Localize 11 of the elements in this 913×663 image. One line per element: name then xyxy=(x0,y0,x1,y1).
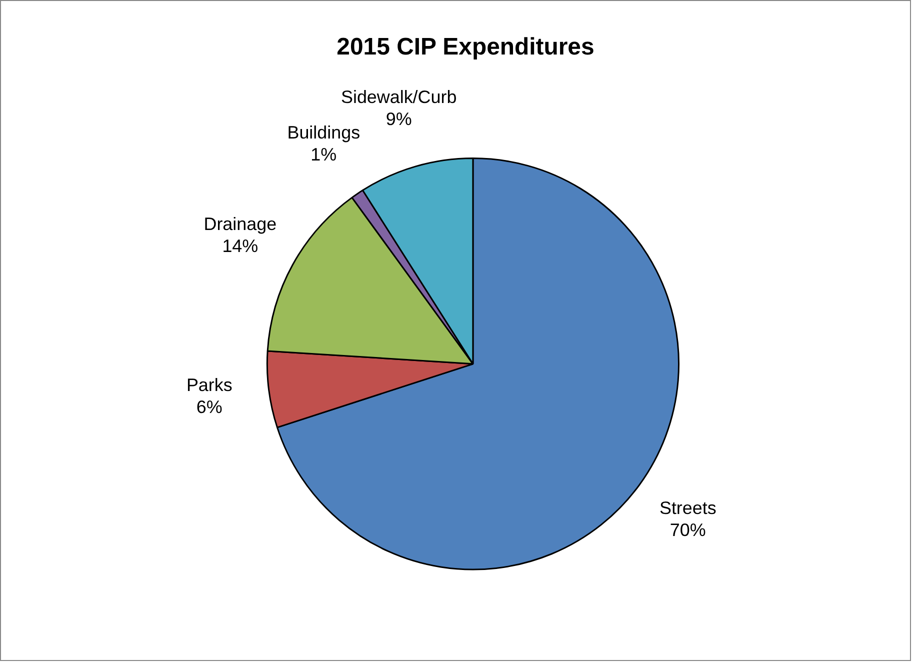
slice-label: Buildings xyxy=(287,122,360,142)
data-label: 9% xyxy=(386,108,412,129)
data-label: 14% xyxy=(222,236,258,256)
slice-label: Drainage xyxy=(204,214,277,234)
data-label: 70% xyxy=(670,520,706,540)
slice-label: Streets xyxy=(659,498,716,518)
chart-title: 2015 CIP Expenditures xyxy=(336,33,594,60)
slice-label: Parks xyxy=(186,375,232,396)
data-label: 6% xyxy=(196,397,222,418)
data-label: 1% xyxy=(310,144,337,164)
slice-label: Sidewalk/Curb xyxy=(340,86,457,107)
